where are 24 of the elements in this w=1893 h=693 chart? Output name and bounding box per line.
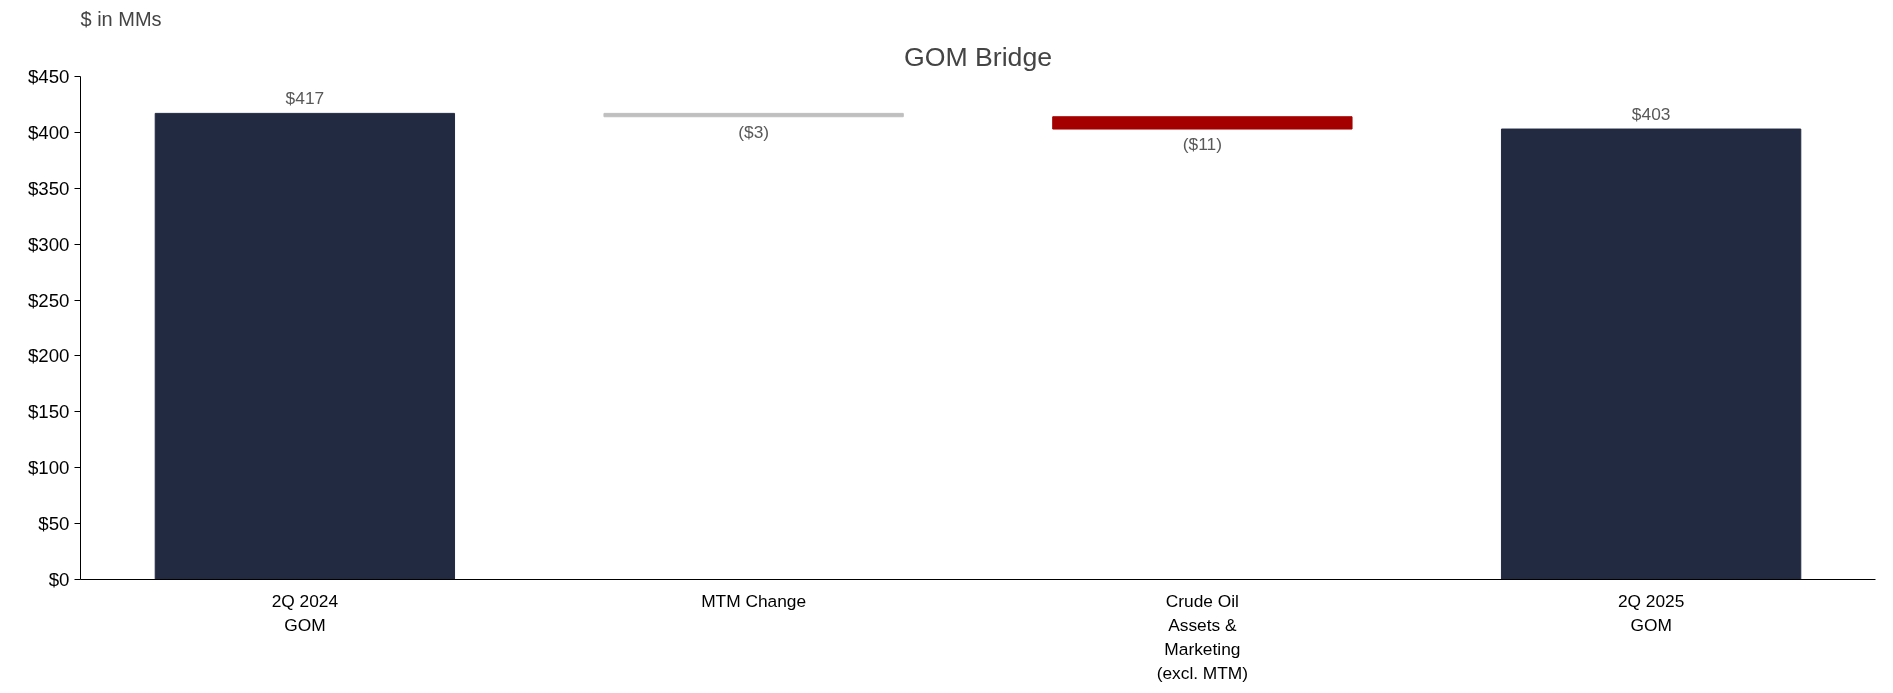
y-axis-title: $ in MMs: [80, 7, 162, 30]
x-tick-label: 2Q 2024 GOM: [271, 590, 339, 635]
y-tick-label: $250: [28, 289, 70, 311]
data-label: $403: [1631, 104, 1671, 125]
data-label: ($3): [738, 121, 770, 142]
bar: [154, 112, 456, 580]
x-tick-label: MTM Change: [701, 590, 807, 611]
data-label: $417: [285, 88, 325, 109]
bar: [1052, 116, 1353, 130]
y-tick-label: $350: [28, 177, 70, 199]
y-tick-label: $50: [38, 513, 70, 535]
y-tick-label: $200: [28, 345, 70, 367]
data-label: ($11): [1182, 134, 1222, 155]
y-tick-label: $100: [28, 457, 70, 479]
y-tick-label: $150: [28, 401, 70, 423]
x-tick-label: Crude Oil Assets & Marketing (excl. MTM): [1156, 590, 1249, 683]
y-tick-label: $400: [28, 121, 70, 143]
y-tick-label: $300: [28, 233, 70, 255]
y-tick-label: $450: [28, 66, 70, 87]
chart-title: GOM Bridge: [903, 41, 1053, 72]
bar: [603, 112, 904, 118]
y-tick-label: $0: [48, 569, 70, 590]
x-tick-label: 2Q 2025 GOM: [1617, 590, 1685, 635]
bar: [1500, 128, 1802, 580]
